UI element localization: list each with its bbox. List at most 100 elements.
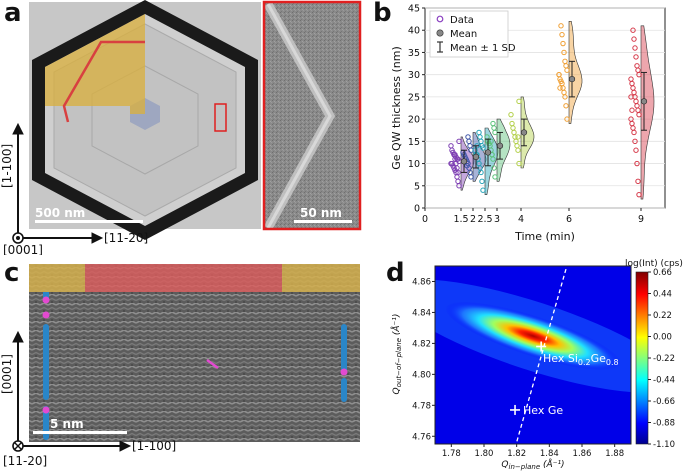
scalebar-inset — [294, 220, 352, 223]
yellow-overlay-right — [282, 264, 360, 292]
scalebar-c-label: 5 nm — [50, 417, 84, 431]
scalebar-c — [33, 431, 127, 434]
data-point — [636, 191, 642, 198]
haadf-image: 5 nm — [29, 264, 360, 442]
colorbar-tick-label: 0.66 — [653, 268, 672, 278]
data-point — [633, 54, 639, 60]
mean-marker — [520, 129, 528, 136]
blue-bar-left — [43, 324, 49, 400]
legend-b: Data Mean Mean ± 1 SD — [429, 10, 516, 58]
data-point — [448, 143, 454, 149]
red-trace — [62, 40, 145, 123]
panel-letter-b: b — [373, 0, 392, 28]
axis-d-ylabel: Qout−of−plane (Å⁻¹) — [390, 314, 403, 395]
data-point — [630, 27, 636, 33]
data-point — [464, 163, 470, 169]
ytick-label-b: 5 — [414, 181, 420, 192]
pink-dot — [42, 296, 50, 304]
axis-a-vertical: [1-100] — [0, 144, 14, 188]
blue-bar-right — [341, 324, 347, 374]
axis-c-vertical: [0001] — [0, 354, 14, 394]
xtick-label-b: 6 — [566, 214, 572, 225]
legend-sd-marker — [437, 41, 443, 53]
data-point — [628, 116, 634, 122]
ytick-label-d: 4.76 — [412, 432, 431, 442]
data-point — [490, 120, 496, 127]
colorbar-tick-label: 0.22 — [653, 311, 672, 321]
inset-marker-box — [214, 103, 227, 132]
mean-marker — [496, 142, 504, 149]
axis-c-origin: [11-20] — [3, 454, 47, 468]
data-point — [559, 31, 565, 38]
sem-image: 500 nm — [29, 0, 261, 240]
data-point — [628, 76, 634, 82]
xtick-label-d: 1.86 — [573, 449, 592, 459]
data-point — [472, 147, 478, 153]
ytick-label-d: 4.82 — [412, 339, 431, 349]
heatmap-intensity — [435, 279, 631, 393]
ytick-label-d: 4.80 — [412, 370, 431, 380]
strain-line — [514, 261, 569, 449]
pink-dot — [42, 311, 50, 319]
data-point — [480, 187, 486, 193]
scalebar-main — [35, 220, 143, 223]
data-point — [515, 134, 521, 140]
data-point — [508, 111, 514, 118]
colorbar-tick-label: -0.44 — [653, 376, 675, 386]
axis-b-ylabel: Ge QW thickness (nm) — [390, 46, 403, 170]
panel-letter-c: c — [4, 258, 20, 288]
mean-marker — [472, 153, 480, 160]
panel-letter-d: d — [386, 258, 405, 288]
data-point — [492, 174, 498, 180]
data-point — [465, 134, 471, 140]
data-point — [516, 160, 522, 167]
scalebar-main-label: 500 nm — [35, 206, 85, 220]
ytick-label-d: 4.78 — [412, 401, 431, 411]
axis-b-xlabel: Time (min) — [514, 230, 575, 243]
ytick-label-b: 0 — [414, 204, 420, 215]
legend-mean-label: Mean — [450, 29, 477, 40]
legend-mean-marker — [436, 29, 444, 37]
data-point — [634, 63, 640, 69]
legend-data-label: Data — [450, 15, 474, 26]
legend-sd-label: Mean ± 1 SD — [450, 43, 516, 54]
xtick-label-d: 1.88 — [605, 449, 624, 459]
panel-c: 5 nm [0001] [1-100] [11-20] — [0, 264, 360, 468]
pink-dot — [42, 406, 50, 414]
data-point — [632, 45, 638, 51]
scalebar-inset-label: 50 nm — [300, 206, 342, 220]
data-point — [476, 129, 482, 136]
colorbar-tick-label: 0.00 — [653, 333, 672, 343]
colorbar-tick-label: 0.44 — [653, 290, 672, 300]
axes-a — [12, 122, 104, 244]
xtick-label-d: 1.84 — [540, 449, 559, 459]
violin-9 — [640, 25, 655, 200]
axis-d-xlabel: Qin−plane (Å⁻¹) — [501, 458, 564, 471]
data-point — [491, 165, 497, 171]
panel-a: 500 nm 50 nm [1-100] [11-20] [0001] — [0, 0, 362, 255]
violin-4 — [520, 96, 535, 169]
pink-line — [206, 358, 219, 370]
blue-bar-right-lower — [341, 378, 347, 402]
data-point — [563, 103, 569, 109]
data-point — [451, 151, 457, 158]
colorbar-tick-label: -0.88 — [653, 419, 675, 429]
data-point — [558, 23, 564, 29]
data-point — [633, 147, 639, 153]
red-overlay — [85, 264, 282, 292]
sem-inset: 50 nm — [262, 0, 362, 231]
data-point — [509, 120, 515, 127]
ytick-label-b: 45 — [408, 4, 420, 15]
label-hex-sige: Hex Si0.2Ge0.8 — [543, 352, 619, 367]
yellow-overlay-left — [29, 264, 85, 292]
ytick-label-b: 40 — [408, 26, 420, 37]
mean-marker — [568, 76, 576, 83]
ytick-label-b: 20 — [408, 115, 420, 126]
data-point — [557, 85, 563, 91]
data-point — [560, 40, 566, 47]
panel-letter-a: a — [4, 0, 22, 28]
ytick-label-b: 15 — [408, 137, 420, 148]
axes-c — [12, 330, 132, 452]
data-point — [516, 98, 522, 105]
legend-data-marker — [436, 15, 444, 23]
